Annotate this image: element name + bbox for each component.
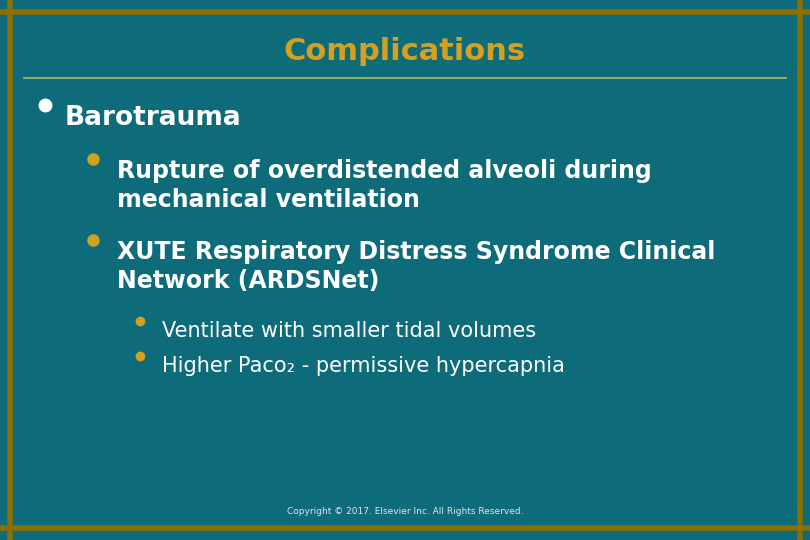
Text: Barotrauma: Barotrauma (65, 105, 241, 131)
Text: Ventilate with smaller tidal volumes: Ventilate with smaller tidal volumes (162, 321, 536, 341)
Text: Copyright © 2017. Elsevier Inc. All Rights Reserved.: Copyright © 2017. Elsevier Inc. All Righ… (287, 508, 523, 516)
Text: Higher Paco₂ - permissive hypercapnia: Higher Paco₂ - permissive hypercapnia (162, 356, 565, 376)
Text: Complications: Complications (284, 37, 526, 66)
Text: XUTE Respiratory Distress Syndrome Clinical
Network (ARDSNet): XUTE Respiratory Distress Syndrome Clini… (117, 240, 716, 293)
Text: Rupture of overdistended alveoli during
mechanical ventilation: Rupture of overdistended alveoli during … (117, 159, 652, 212)
